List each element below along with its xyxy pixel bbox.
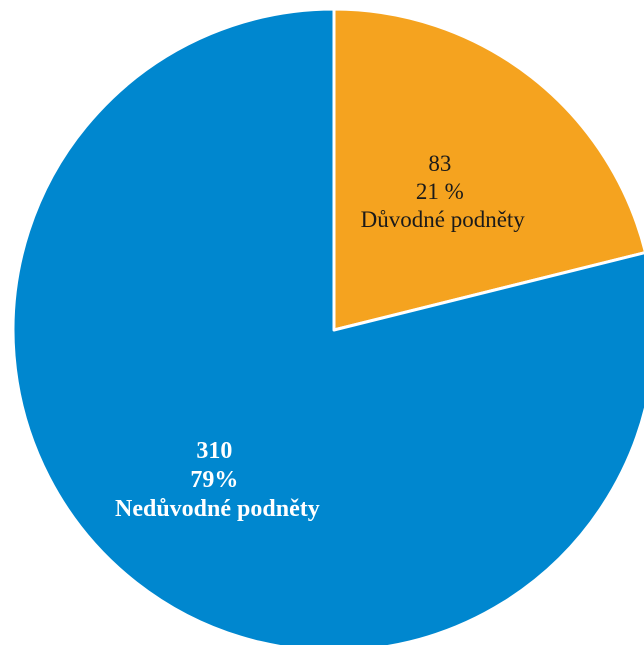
pie-slices <box>11 7 644 645</box>
slice-percent-duvodne: 21 % <box>416 179 464 204</box>
slice-category-duvodne: Důvodné podněty <box>361 207 526 232</box>
slice-category-neduvodne: Nedůvodné podněty <box>115 496 320 522</box>
slice-value-duvodne: 83 <box>428 151 451 176</box>
pie-slice-neduvodne <box>11 7 644 645</box>
slice-value-neduvodne: 310 <box>196 438 232 464</box>
pie-labels: 83 21 % Důvodné podněty 310 79% Nedůvodn… <box>115 151 525 522</box>
slice-label-neduvodne: 310 79% Nedůvodné podněty <box>115 438 320 522</box>
slice-label-duvodne: 83 21 % Důvodné podněty <box>361 151 526 232</box>
slice-percent-neduvodne: 79% <box>190 467 238 493</box>
pie-slice-duvodne <box>332 7 644 332</box>
